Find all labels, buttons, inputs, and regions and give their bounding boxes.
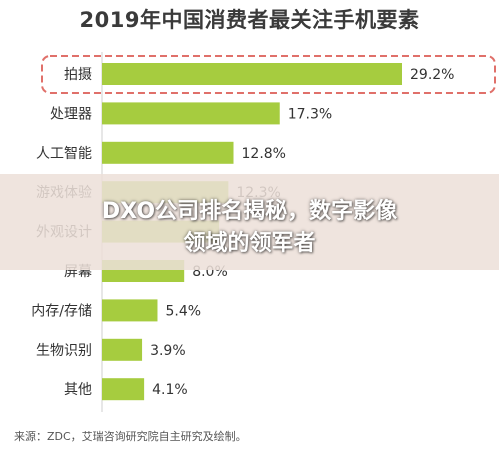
category-label-8: 其他 [64, 382, 92, 398]
bar-2 [102, 141, 234, 164]
category-label-2: 人工智能 [36, 146, 92, 162]
bar-6 [102, 299, 158, 322]
value-label-1: 17.3% [288, 106, 332, 122]
value-label-2: 12.8% [242, 146, 286, 162]
category-label-7: 生物识别 [36, 343, 92, 359]
value-label-0: 29.2% [410, 67, 454, 83]
overlay-headline: DXO公司排名揭秘，数字影像 领域的领军者 [20, 196, 479, 260]
bar-1 [102, 102, 280, 125]
value-label-8: 4.1% [152, 382, 188, 398]
value-label-7: 3.9% [150, 343, 186, 359]
overlay-headline-line2: 领域的领军者 [183, 231, 316, 256]
chart-title: 2019年中国消费者最关注手机要素 [79, 8, 420, 32]
value-label-6: 5.4% [165, 303, 201, 319]
bar-7 [102, 338, 143, 361]
bar-8 [102, 378, 145, 401]
overlay-headline-line1: DXO公司排名揭秘，数字影像 [101, 199, 398, 224]
bar-0 [102, 63, 402, 85]
category-label-1: 处理器 [50, 106, 92, 122]
category-label-6: 内存/存储 [31, 303, 92, 319]
category-label-0: 拍摄 [64, 67, 92, 83]
overlay-banner [0, 174, 499, 270]
source-note: 来源：ZDC，艾瑞咨询研究院自主研究及绘制。 [14, 430, 247, 443]
